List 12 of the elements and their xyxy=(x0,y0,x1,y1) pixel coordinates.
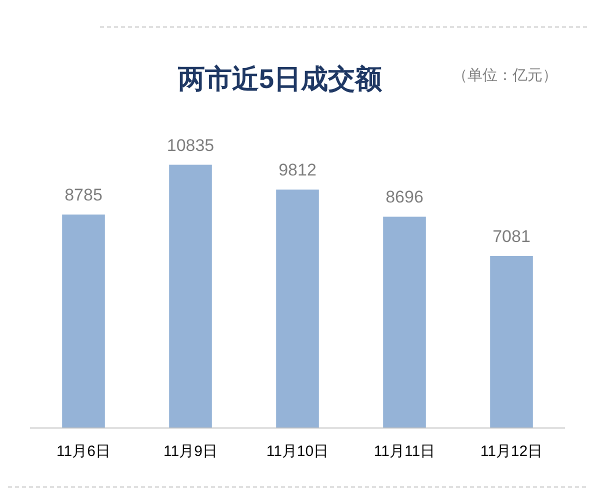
data-label: 9812 xyxy=(278,160,316,180)
data-label: 8785 xyxy=(64,186,102,205)
data-label: 10835 xyxy=(166,136,214,155)
x-tick-label: 11月9日 xyxy=(164,443,218,460)
x-tick-label: 11月10日 xyxy=(266,443,329,460)
x-tick-label: 11月12日 xyxy=(480,443,543,460)
x-tick-label: 11月6日 xyxy=(56,443,110,460)
data-label: 7081 xyxy=(492,226,530,246)
data-label: 8696 xyxy=(386,188,424,207)
chart-title: 两市近5日成交额 xyxy=(176,64,383,94)
text: （单位：亿元） xyxy=(452,67,558,84)
x-tick-label: 11月11日 xyxy=(374,443,436,460)
